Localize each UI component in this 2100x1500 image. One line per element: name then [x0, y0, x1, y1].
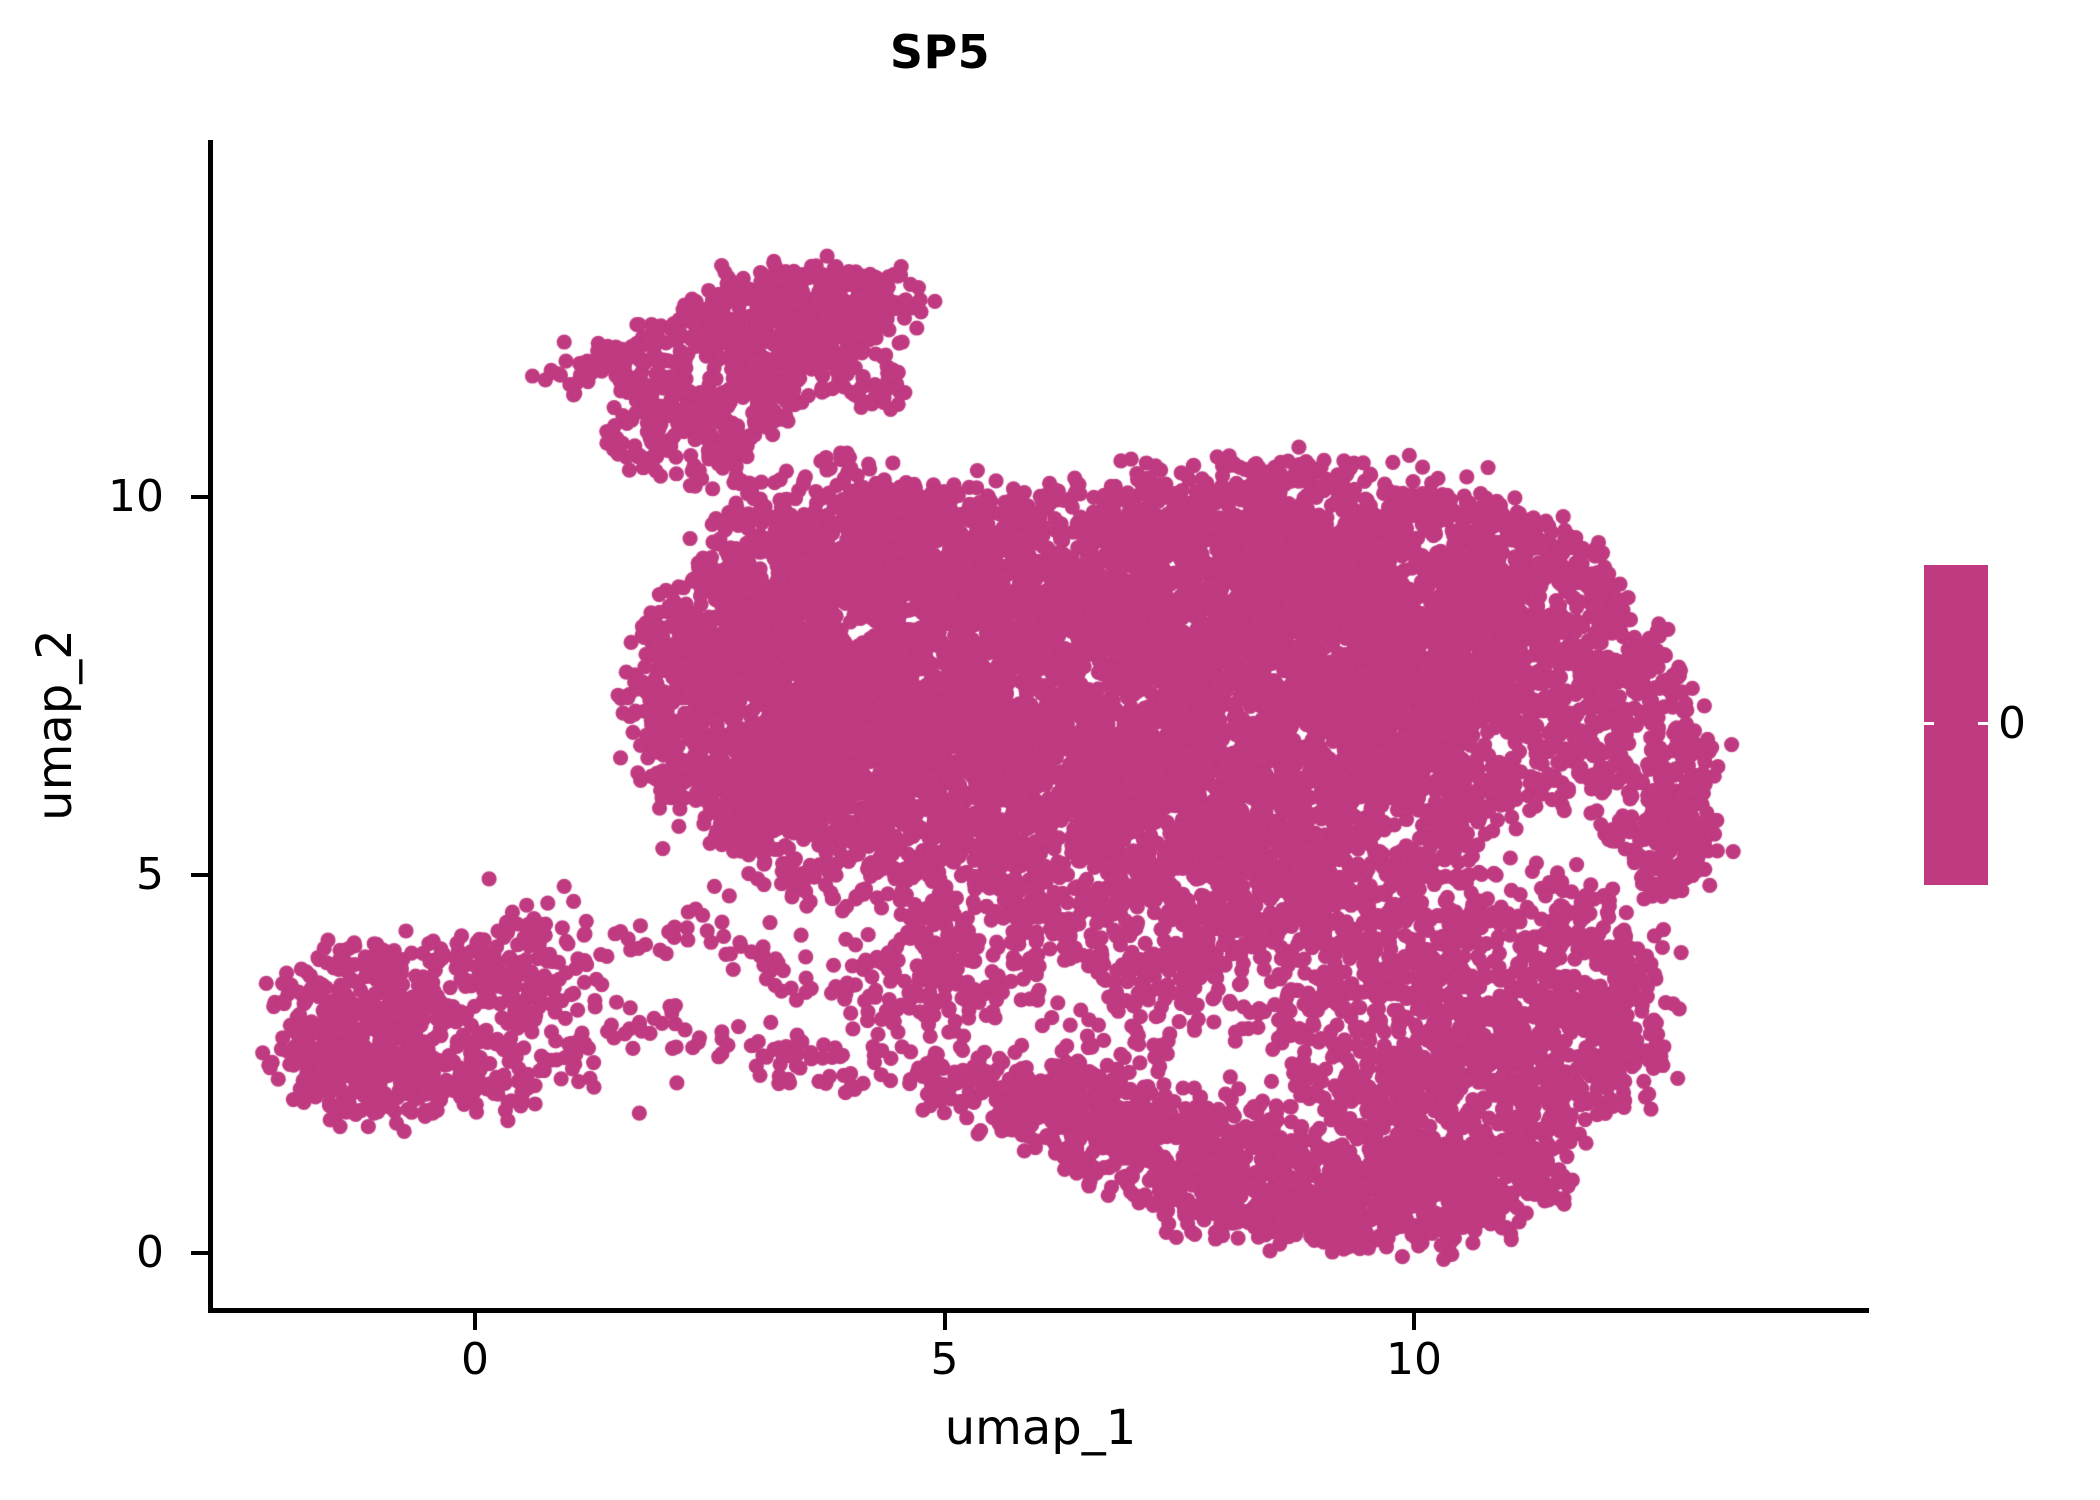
scatter-plot-canvas — [212, 140, 1869, 1310]
x-tick-label: 5 — [930, 1334, 959, 1385]
colorbar-tick-left — [1924, 722, 1934, 725]
x-axis-label: umap_1 — [944, 1400, 1137, 1456]
y-axis-spine — [208, 140, 213, 1313]
y-tick-mark — [191, 495, 208, 499]
x-tick-label: 0 — [461, 1334, 489, 1385]
y-tick-mark — [191, 873, 208, 877]
y-tick-label: 10 — [108, 471, 164, 522]
x-tick-mark — [1412, 1313, 1416, 1330]
y-tick-label: 0 — [136, 1227, 164, 1278]
colorbar-tick-label: 0 — [1998, 698, 2026, 749]
x-tick-label: 10 — [1386, 1334, 1442, 1385]
y-tick-mark — [191, 1251, 208, 1255]
colorbar — [1924, 565, 1988, 885]
colorbar-tick-right — [1978, 722, 1988, 725]
x-axis-spine — [208, 1308, 1869, 1313]
page-title: SP5 — [889, 25, 991, 79]
x-tick-mark — [473, 1313, 477, 1330]
colorbar-gradient — [1924, 565, 1988, 885]
y-axis-label: umap_2 — [27, 629, 83, 821]
y-tick-label: 5 — [136, 849, 164, 900]
x-tick-mark — [942, 1313, 947, 1330]
